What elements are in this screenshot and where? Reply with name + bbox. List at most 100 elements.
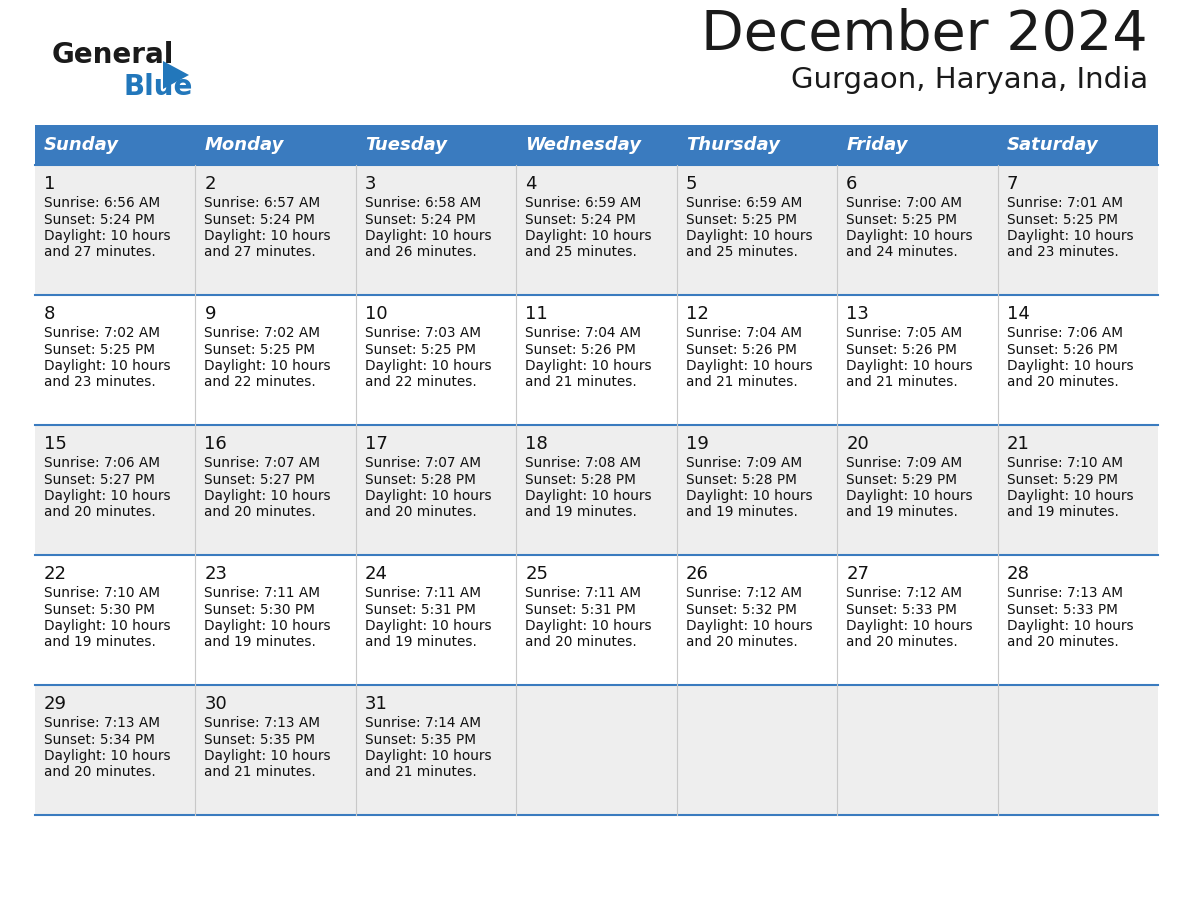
Text: Sunrise: 7:02 AM: Sunrise: 7:02 AM [204,326,321,340]
Text: 13: 13 [846,305,868,323]
Text: 27: 27 [846,565,870,583]
Text: and 24 minutes.: and 24 minutes. [846,245,958,260]
Text: Sunrise: 7:13 AM: Sunrise: 7:13 AM [44,716,160,730]
Text: Sunset: 5:33 PM: Sunset: 5:33 PM [846,602,958,617]
Text: and 20 minutes.: and 20 minutes. [685,635,797,650]
Text: Sunrise: 7:06 AM: Sunrise: 7:06 AM [1006,326,1123,340]
Text: General: General [52,41,175,69]
Text: Daylight: 10 hours: Daylight: 10 hours [365,229,492,243]
Text: 18: 18 [525,435,548,453]
Text: Daylight: 10 hours: Daylight: 10 hours [44,229,171,243]
Text: 30: 30 [204,695,227,713]
Text: and 19 minutes.: and 19 minutes. [525,506,637,520]
Text: Daylight: 10 hours: Daylight: 10 hours [365,489,492,503]
Text: and 22 minutes.: and 22 minutes. [365,375,476,389]
Text: 24: 24 [365,565,387,583]
Text: Sunset: 5:30 PM: Sunset: 5:30 PM [44,602,154,617]
Text: Sunset: 5:25 PM: Sunset: 5:25 PM [846,212,958,227]
Text: Daylight: 10 hours: Daylight: 10 hours [44,489,171,503]
Text: Sunrise: 7:12 AM: Sunrise: 7:12 AM [846,586,962,600]
Text: and 26 minutes.: and 26 minutes. [365,245,476,260]
Text: Sunset: 5:26 PM: Sunset: 5:26 PM [1006,342,1118,356]
Text: December 2024: December 2024 [701,8,1148,62]
Text: and 20 minutes.: and 20 minutes. [44,506,156,520]
Text: and 21 minutes.: and 21 minutes. [846,375,958,389]
Text: Sunset: 5:32 PM: Sunset: 5:32 PM [685,602,797,617]
Text: Daylight: 10 hours: Daylight: 10 hours [44,749,171,763]
Text: Sunrise: 7:01 AM: Sunrise: 7:01 AM [1006,196,1123,210]
Bar [34,685,1158,815]
Text: and 20 minutes.: and 20 minutes. [1006,375,1118,389]
Text: Wednesday: Wednesday [525,136,642,154]
Text: Sunset: 5:25 PM: Sunset: 5:25 PM [1006,212,1118,227]
Text: 19: 19 [685,435,708,453]
Text: 16: 16 [204,435,227,453]
Text: Daylight: 10 hours: Daylight: 10 hours [204,619,331,633]
Text: Daylight: 10 hours: Daylight: 10 hours [1006,359,1133,373]
Text: and 19 minutes.: and 19 minutes. [365,635,476,650]
Text: Sunrise: 7:09 AM: Sunrise: 7:09 AM [685,456,802,470]
Text: Sunset: 5:26 PM: Sunset: 5:26 PM [685,342,797,356]
Text: Sunset: 5:25 PM: Sunset: 5:25 PM [44,342,154,356]
Text: Sunrise: 6:59 AM: Sunrise: 6:59 AM [685,196,802,210]
Text: Friday: Friday [846,136,908,154]
Text: Daylight: 10 hours: Daylight: 10 hours [1006,619,1133,633]
Text: and 20 minutes.: and 20 minutes. [1006,635,1118,650]
Text: 5: 5 [685,175,697,193]
Text: Sunrise: 7:05 AM: Sunrise: 7:05 AM [846,326,962,340]
Text: 20: 20 [846,435,868,453]
Text: Daylight: 10 hours: Daylight: 10 hours [685,619,813,633]
Text: Daylight: 10 hours: Daylight: 10 hours [685,359,813,373]
Text: Sunset: 5:24 PM: Sunset: 5:24 PM [525,212,636,227]
Text: Sunset: 5:26 PM: Sunset: 5:26 PM [846,342,958,356]
Text: Daylight: 10 hours: Daylight: 10 hours [525,229,652,243]
Text: 8: 8 [44,305,56,323]
Text: Sunrise: 6:58 AM: Sunrise: 6:58 AM [365,196,481,210]
Text: 23: 23 [204,565,227,583]
Text: 29: 29 [44,695,67,713]
Text: and 21 minutes.: and 21 minutes. [525,375,637,389]
Text: Sunrise: 7:00 AM: Sunrise: 7:00 AM [846,196,962,210]
Text: Sunset: 5:34 PM: Sunset: 5:34 PM [44,733,154,746]
Text: Sunday: Sunday [44,136,119,154]
Text: and 21 minutes.: and 21 minutes. [685,375,797,389]
Text: Sunset: 5:25 PM: Sunset: 5:25 PM [204,342,316,356]
Text: Thursday: Thursday [685,136,779,154]
Text: Sunrise: 7:11 AM: Sunrise: 7:11 AM [365,586,481,600]
Text: Sunrise: 6:56 AM: Sunrise: 6:56 AM [44,196,160,210]
Text: 12: 12 [685,305,708,323]
Bar [34,165,1158,295]
Text: and 20 minutes.: and 20 minutes. [525,635,637,650]
Text: and 25 minutes.: and 25 minutes. [685,245,797,260]
Text: Sunset: 5:28 PM: Sunset: 5:28 PM [685,473,797,487]
Text: 3: 3 [365,175,377,193]
Text: Sunset: 5:24 PM: Sunset: 5:24 PM [365,212,475,227]
Text: 11: 11 [525,305,548,323]
Text: 1: 1 [44,175,56,193]
Text: Sunset: 5:33 PM: Sunset: 5:33 PM [1006,602,1118,617]
Text: and 19 minutes.: and 19 minutes. [846,506,958,520]
Text: Daylight: 10 hours: Daylight: 10 hours [685,229,813,243]
Text: Sunrise: 7:04 AM: Sunrise: 7:04 AM [525,326,642,340]
Text: Sunrise: 6:59 AM: Sunrise: 6:59 AM [525,196,642,210]
Text: and 20 minutes.: and 20 minutes. [204,506,316,520]
Text: Sunset: 5:28 PM: Sunset: 5:28 PM [525,473,636,487]
Text: Sunset: 5:25 PM: Sunset: 5:25 PM [685,212,797,227]
Text: and 20 minutes.: and 20 minutes. [44,766,156,779]
Text: Daylight: 10 hours: Daylight: 10 hours [685,489,813,503]
Text: Daylight: 10 hours: Daylight: 10 hours [846,229,973,243]
Text: and 19 minutes.: and 19 minutes. [1006,506,1118,520]
Text: 22: 22 [44,565,67,583]
Text: 6: 6 [846,175,858,193]
Text: Sunrise: 7:09 AM: Sunrise: 7:09 AM [846,456,962,470]
Bar [34,425,1158,555]
Text: 17: 17 [365,435,387,453]
Text: Daylight: 10 hours: Daylight: 10 hours [365,359,492,373]
Text: 2: 2 [204,175,216,193]
Text: and 27 minutes.: and 27 minutes. [44,245,156,260]
Text: 10: 10 [365,305,387,323]
Text: Sunset: 5:27 PM: Sunset: 5:27 PM [44,473,154,487]
Text: Sunset: 5:29 PM: Sunset: 5:29 PM [1006,473,1118,487]
Text: Sunrise: 7:10 AM: Sunrise: 7:10 AM [44,586,160,600]
Text: and 23 minutes.: and 23 minutes. [1006,245,1118,260]
